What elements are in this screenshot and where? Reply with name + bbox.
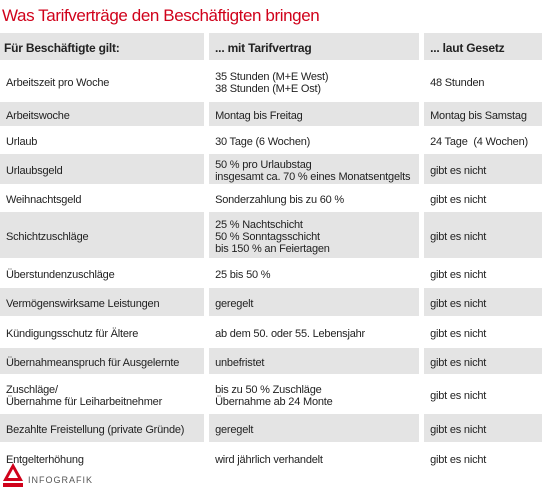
table-cell: 24 Tage (4 Wochen)	[430, 135, 528, 148]
table-cell: ab dem 50. oder 55. Lebensjahr	[215, 327, 366, 340]
table-cell: 48 Stunden	[430, 76, 485, 89]
table-cell: Schichtzuschläge	[0, 212, 205, 258]
logo	[3, 463, 23, 487]
table-cell: gibt es nicht	[430, 327, 487, 340]
table-row: Weihnachtsgeld Sonderzahlung bis zu 60 % g…	[0, 186, 542, 210]
column-header: ... laut Gesetz	[424, 33, 542, 60]
table-row: Schichtzuschläge 25 % Nachtschicht 50 % S…	[0, 212, 542, 258]
footer: INFOGRAFIK	[2, 462, 93, 488]
table-row: Arbeitszeit pro Woche 35 Stunden (M+E Wes…	[0, 62, 542, 100]
table-cell: Zuschläge/ Übernahme für Leiharbeitnehme…	[6, 383, 163, 408]
table-row: Kündigungsschutz für Ältere ab dem 50. od…	[0, 318, 542, 346]
table-cell: 35 Stunden (M+E West) 38 Stunden (M+E Os…	[215, 70, 329, 95]
table-cell: gibt es nicht	[424, 154, 542, 184]
table-cell: gibt es nicht	[430, 453, 487, 466]
table-cell: gibt es nicht	[430, 389, 487, 402]
table-row: Entgelterhöhung wird jährlich verhandelt g…	[0, 444, 542, 472]
table-cell: unbefristet	[209, 348, 420, 374]
table-cell: gibt es nicht	[424, 414, 542, 442]
table-cell: Urlaub	[6, 135, 38, 148]
table-cell: gibt es nicht	[424, 212, 542, 258]
table-row: Urlaub 30 Tage (6 Wochen) 24 Tage (4 Woche…	[0, 128, 542, 152]
table-cell: Montag bis Freitag	[209, 102, 420, 126]
table-cell: Vermögenswirksame Leistungen	[0, 288, 205, 316]
table-cell: gibt es nicht	[430, 268, 487, 281]
table-cell: Entgelterhöhung	[6, 453, 84, 466]
table-cell: Übernahmeanspruch für Ausgelernte	[0, 348, 205, 374]
table-row: Bezahlte Freistellung (private Gründe) ge…	[0, 414, 542, 442]
table-row: Vermögenswirksame Leistungen geregelt gibt…	[0, 288, 542, 316]
footer-label: INFOGRAFIK	[28, 475, 94, 485]
table-cell: Kündigungsschutz für Ältere	[6, 327, 139, 340]
table-cell: Urlaubsgeld	[0, 154, 205, 184]
header-row: Für Beschäftigte gilt:... mit Tarifvertr…	[0, 33, 542, 60]
table-cell: Bezahlte Freistellung (private Gründe)	[0, 414, 205, 442]
table-row: Überstundenzuschläge 25 bis 50 % gibt es n…	[0, 260, 542, 286]
column-header: ... mit Tarifvertrag	[209, 33, 420, 60]
table: Für Beschäftigte gilt:... mit Tarifvertr…	[0, 33, 542, 472]
table-cell: geregelt	[209, 288, 420, 316]
table-cell: 25 bis 50 %	[215, 268, 271, 281]
table-row: Zuschläge/ Übernahme für Leiharbeitnehme…	[0, 376, 542, 412]
table-cell: Montag bis Samstag	[424, 102, 542, 126]
table-row: Arbeitswoche Montag bis Freitag Montag bis…	[0, 102, 542, 126]
table-row: Übernahmeanspruch für Ausgelernte unbefri…	[0, 348, 542, 374]
title: Was Tarifverträge den Beschäftigten brin…	[2, 6, 320, 25]
table-row: Urlaubsgeld 50 % pro Urlaubstag insgesamt…	[0, 154, 542, 184]
table-cell: gibt es nicht	[430, 193, 487, 206]
table-cell: bis zu 50 % Zuschläge Übernahme ab 24 Mo…	[215, 383, 333, 408]
column-header: Für Beschäftigte gilt:	[0, 33, 205, 60]
table-cell: gibt es nicht	[424, 348, 542, 374]
table-cell: gibt es nicht	[424, 288, 542, 316]
table-cell: Weihnachtsgeld	[6, 193, 82, 206]
table-cell: 30 Tage (6 Wochen)	[215, 135, 311, 148]
table-cell: Überstundenzuschläge	[6, 268, 115, 281]
table-cell: 25 % Nachtschicht 50 % Sonntagsschicht b…	[209, 212, 420, 258]
table-cell: Arbeitszeit pro Woche	[6, 76, 110, 89]
table-cell: wird jährlich verhandelt	[215, 453, 323, 466]
table-cell: Arbeitswoche	[0, 102, 205, 126]
table-cell: 50 % pro Urlaubstag insgesamt ca. 70 % e…	[209, 154, 420, 184]
table-cell: geregelt	[209, 414, 420, 442]
table-cell: Sonderzahlung bis zu 60 %	[215, 193, 344, 206]
